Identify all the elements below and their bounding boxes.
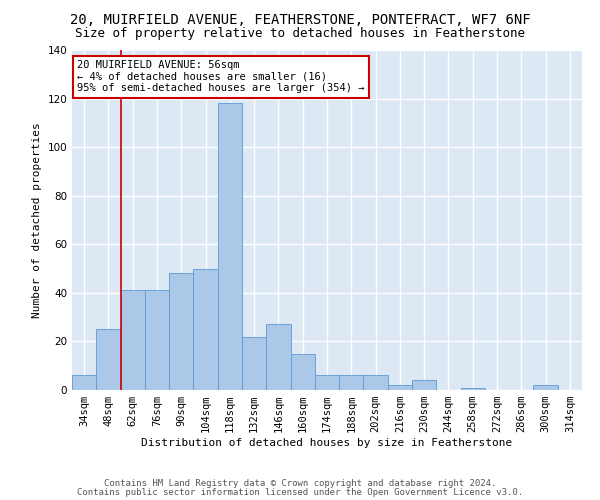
Bar [461,388,485,390]
Bar [412,380,436,390]
X-axis label: Distribution of detached houses by size in Featherstone: Distribution of detached houses by size … [142,438,512,448]
Bar [364,376,388,390]
Bar [218,104,242,390]
Text: Contains public sector information licensed under the Open Government Licence v3: Contains public sector information licen… [77,488,523,497]
Bar [315,376,339,390]
Bar [533,385,558,390]
Text: 20 MUIRFIELD AVENUE: 56sqm
← 4% of detached houses are smaller (16)
95% of semi-: 20 MUIRFIELD AVENUE: 56sqm ← 4% of detac… [77,60,365,94]
Bar [96,330,121,390]
Bar [121,290,145,390]
Bar [266,324,290,390]
Y-axis label: Number of detached properties: Number of detached properties [32,122,42,318]
Bar [72,376,96,390]
Bar [339,376,364,390]
Bar [388,385,412,390]
Bar [193,268,218,390]
Text: 20, MUIRFIELD AVENUE, FEATHERSTONE, PONTEFRACT, WF7 6NF: 20, MUIRFIELD AVENUE, FEATHERSTONE, PONT… [70,12,530,26]
Bar [290,354,315,390]
Text: Size of property relative to detached houses in Featherstone: Size of property relative to detached ho… [75,28,525,40]
Text: Contains HM Land Registry data © Crown copyright and database right 2024.: Contains HM Land Registry data © Crown c… [104,478,496,488]
Bar [145,290,169,390]
Bar [169,274,193,390]
Bar [242,336,266,390]
